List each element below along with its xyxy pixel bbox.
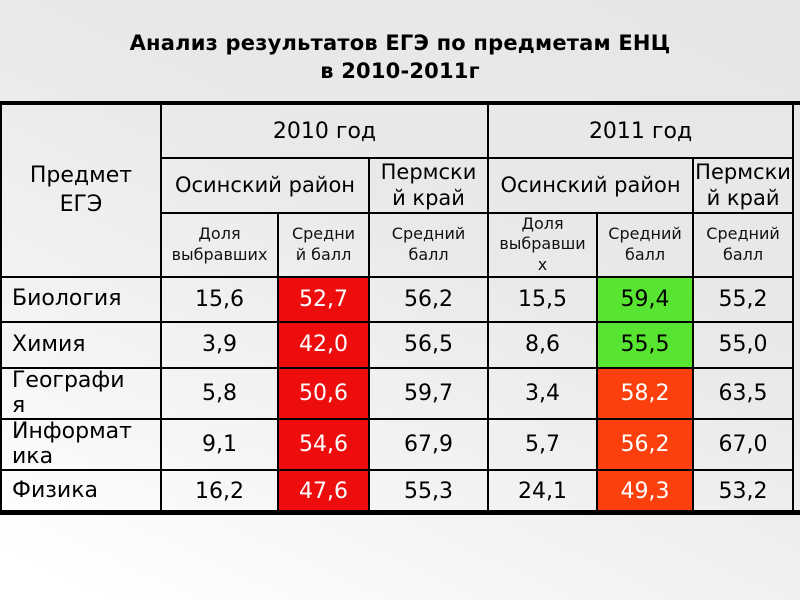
table-top-border [0,101,800,105]
value-cell: 56,2 [367,275,490,323]
value-cell: 9,1 [160,418,279,472]
value-cell: 3,9 [160,320,279,369]
subject-cell: Физика [0,469,162,514]
header-region-osa-2010: Осинский район [160,157,370,214]
subheader-avg-perm-2010: Средний балл [367,211,490,278]
subject-cell: Химия [0,320,162,369]
subject-cell: География [0,366,162,421]
header-region-osa-2011: Осинский район [487,157,695,214]
value-cell: 55,3 [367,469,490,514]
value-cell-highlight-red: 50,6 [277,366,370,421]
header-region-perm-2011: Пермски й край [692,157,795,214]
table-bottom-border [0,510,800,515]
value-cell: 53,2 [692,469,795,514]
header-region-perm-2010: Пермски й край [367,157,490,214]
value-cell-highlight-green: 59,4 [596,275,695,323]
value-cell: 55,0 [692,320,795,369]
value-cell-highlight-orange: 56,2 [596,418,695,472]
value-cell: 24,1 [487,469,599,514]
value-cell: 5,8 [160,366,279,421]
value-cell-highlight-red: 47,6 [277,469,370,514]
subheader-avg-osa-2010: Средни й балл [277,211,370,278]
value-cell: 15,5 [487,275,599,323]
value-cell: 8,6 [487,320,599,369]
subject-cell: Биология [0,275,162,323]
table-row-geography: География 5,8 50,6 59,7 3,4 58,2 63,5 [0,366,795,421]
subheader-avg-perm-2011: Средний балл [692,211,795,278]
value-cell: 3,4 [487,366,599,421]
value-cell-highlight-green: 55,5 [596,320,695,369]
value-cell-highlight-red: 54,6 [277,418,370,472]
subheader-avg-osa-2011: Средний балл [596,211,695,278]
value-cell: 16,2 [160,469,279,514]
value-cell: 15,6 [160,275,279,323]
slide-title-line2: в 2010-2011г [320,58,480,83]
value-cell: 63,5 [692,366,795,421]
value-cell: 67,9 [367,418,490,472]
value-cell-highlight-red: 52,7 [277,275,370,323]
value-cell-highlight-orange: 49,3 [596,469,695,514]
value-cell-highlight-red: 42,0 [277,320,370,369]
subheader-share-2010: Доля выбравших [160,211,279,278]
header-subject: Предмет ЕГЭ [0,103,162,278]
value-cell-highlight-orange: 58,2 [596,366,695,421]
value-cell: 67,0 [692,418,795,472]
subject-cell: Информатика [0,418,162,472]
table-row-biology: Биология 15,6 52,7 56,2 15,5 59,4 55,2 [0,275,795,323]
slide-title: Анализ результатов ЕГЭ по предметам ЕНЦ … [0,30,800,85]
value-cell: 59,7 [367,366,490,421]
value-cell: 5,7 [487,418,599,472]
value-cell: 56,5 [367,320,490,369]
subheader-share-2011: Доля выбравши х [487,211,599,278]
header-year-2010: 2010 год [159,103,490,159]
results-table-wrap: Предмет ЕГЭ 2010 год 2011 год Осинский р… [0,103,795,514]
slide-title-line1: Анализ результатов ЕГЭ по предметам ЕНЦ [129,31,671,55]
table-row-chemistry: Химия 3,9 42,0 56,5 8,6 55,5 55,0 [0,320,795,369]
table-row-physics: Физика 16,2 47,6 55,3 24,1 49,3 53,2 [0,469,795,514]
header-year-2011: 2011 год [487,103,795,159]
results-table: Предмет ЕГЭ 2010 год 2011 год Осинский р… [0,103,795,514]
table-row-informatics: Информатика 9,1 54,6 67,9 5,7 56,2 67,0 [0,418,795,472]
value-cell: 55,2 [692,275,795,323]
